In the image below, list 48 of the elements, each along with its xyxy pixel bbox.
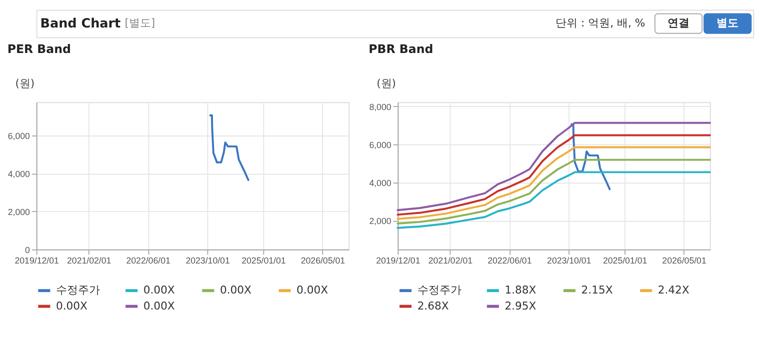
line-series bbox=[570, 123, 611, 190]
legend-label: 2.15X bbox=[581, 284, 614, 297]
legend-label: 0.00X bbox=[296, 284, 329, 297]
y-tick-label: 8,000 bbox=[369, 102, 392, 112]
legend-label: 0.00X bbox=[143, 284, 176, 297]
x-tick-label: 2023/10/01 bbox=[186, 256, 230, 266]
x-tick-label: 2022/06/01 bbox=[126, 256, 170, 266]
x-tick-label: 2023/10/01 bbox=[547, 256, 592, 266]
line-series bbox=[396, 171, 711, 229]
y-axis-title: (원) bbox=[376, 76, 396, 90]
text: 별도 bbox=[716, 16, 739, 30]
line-series bbox=[396, 158, 711, 224]
legend-label: 1.88X bbox=[504, 284, 537, 297]
x-tick-label: 2025/01/01 bbox=[242, 256, 286, 266]
y-axis-title: (원) bbox=[15, 76, 35, 90]
legend-label: 2.68X bbox=[417, 299, 450, 312]
x-tick-label: 2019/12/01 bbox=[376, 256, 420, 266]
line-series bbox=[396, 146, 711, 220]
y-tick-label: 0 bbox=[25, 244, 30, 255]
x-tick-label: 2026/05/01 bbox=[300, 256, 346, 266]
y-tick-label: 4,000 bbox=[369, 178, 392, 188]
line-series bbox=[209, 114, 250, 181]
y-tick-label: 4,000 bbox=[8, 168, 30, 179]
legend-label: 2.42X bbox=[658, 284, 690, 297]
y-tick-label: 6,000 bbox=[8, 131, 30, 142]
chart-title: PER Band bbox=[7, 42, 71, 56]
line-series bbox=[396, 134, 711, 216]
x-tick-label: 2021/02/01 bbox=[66, 256, 112, 266]
y-tick-label: 2,000 bbox=[8, 206, 30, 217]
x-tick-label: 2019/12/01 bbox=[14, 256, 59, 266]
y-tick-label: 6,000 bbox=[369, 140, 392, 150]
legend-label: 수정주가 bbox=[417, 284, 462, 297]
text: Band Chart bbox=[40, 16, 121, 32]
x-tick-label: 2025/01/01 bbox=[602, 256, 648, 266]
text: 연결 bbox=[668, 16, 690, 30]
legend-label: 0.00X bbox=[220, 284, 252, 297]
x-tick-label: 2026/05/01 bbox=[662, 256, 706, 266]
x-tick-label: 2022/06/01 bbox=[488, 256, 532, 266]
y-tick-label: 2,000 bbox=[369, 216, 392, 226]
legend-label: 수정주가 bbox=[56, 284, 100, 297]
line-series bbox=[396, 122, 711, 212]
text: 단위 : 억원, 배, % bbox=[556, 16, 646, 30]
legend-label: 0.00X bbox=[143, 299, 176, 312]
x-tick-label: 2021/02/01 bbox=[428, 256, 473, 266]
chart-title: PBR Band bbox=[368, 42, 434, 56]
legend-label: 0.00X bbox=[56, 299, 88, 312]
text: [별도] bbox=[124, 16, 156, 30]
legend-label: 2.95X bbox=[504, 299, 537, 312]
